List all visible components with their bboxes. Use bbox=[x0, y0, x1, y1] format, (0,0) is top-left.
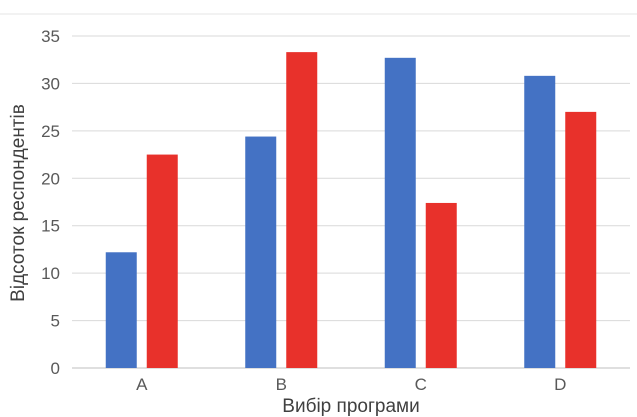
bar-series2-A bbox=[146, 154, 178, 368]
y-tick-label: 35 bbox=[41, 27, 60, 46]
bar-series1-A bbox=[105, 252, 137, 368]
bar-series2-D bbox=[565, 111, 597, 368]
bars bbox=[105, 52, 597, 369]
y-tick-label: 25 bbox=[41, 122, 60, 141]
bar-series1-D bbox=[524, 75, 556, 368]
x-axis-title: Вибір програми bbox=[282, 396, 419, 417]
y-tick-label: 5 bbox=[51, 312, 60, 331]
y-tick-label: 10 bbox=[41, 264, 60, 283]
x-tick-label: C bbox=[415, 375, 427, 394]
y-axis-title: Відсоток респондентів bbox=[8, 104, 29, 302]
y-axis-tick-labels: 0 5 10 15 20 25 30 35 bbox=[41, 27, 60, 378]
y-tick-label: 15 bbox=[41, 217, 60, 236]
bar-series2-B bbox=[286, 52, 318, 369]
y-tick-label: 0 bbox=[51, 359, 60, 378]
x-tick-label: A bbox=[136, 375, 148, 394]
bar-series1-B bbox=[245, 136, 277, 368]
y-tick-label: 20 bbox=[41, 169, 60, 188]
bar-series1-C bbox=[384, 57, 416, 369]
y-tick-label: 30 bbox=[41, 74, 60, 93]
x-tick-label: D bbox=[554, 375, 566, 394]
x-axis-tick-labels: A B C D bbox=[136, 375, 566, 394]
x-tick-label: B bbox=[276, 375, 287, 394]
bar-series2-C bbox=[425, 202, 457, 368]
